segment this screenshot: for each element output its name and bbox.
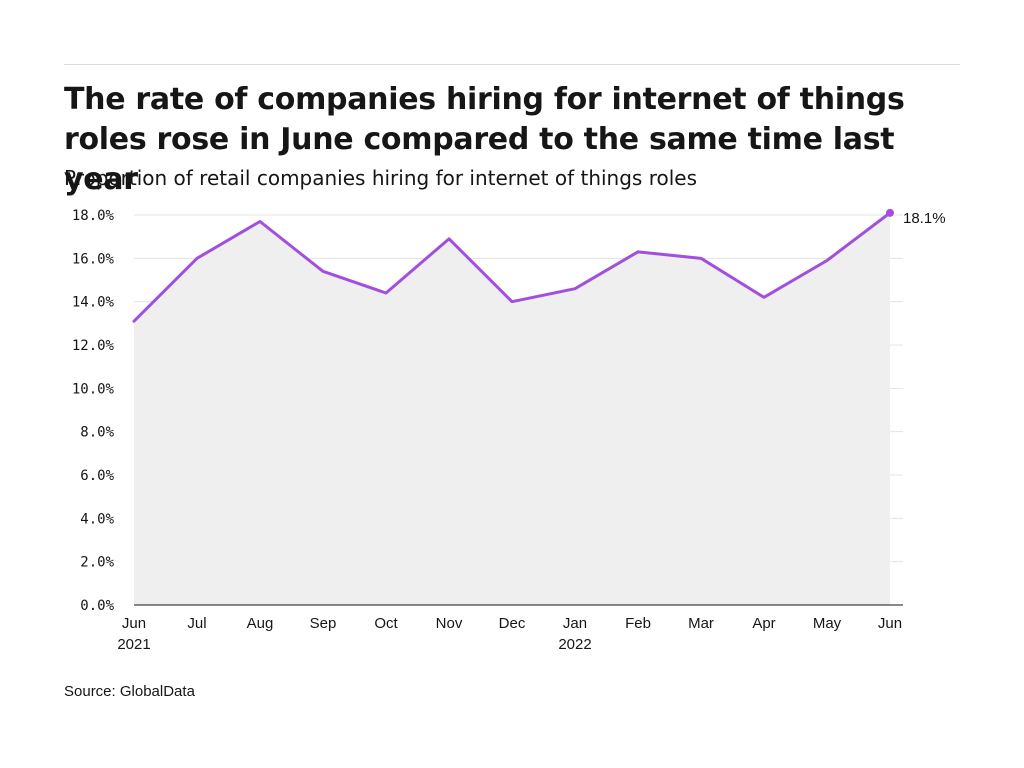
- x-tick-label: Apr: [752, 615, 775, 632]
- source-note: Source: GlobalData: [64, 683, 195, 700]
- x-tick-label: Sep: [310, 615, 337, 632]
- y-tick-label: 16.0%: [72, 251, 115, 267]
- x-tick-label: Jun: [878, 615, 902, 632]
- y-tick-label: 12.0%: [72, 338, 115, 354]
- x-tick-label: Dec: [499, 615, 526, 632]
- chart-subtitle: Proportion of retail companies hiring fo…: [64, 166, 698, 190]
- end-point-marker: [886, 208, 894, 217]
- top-divider: [64, 64, 960, 65]
- y-tick-label: 14.0%: [72, 295, 115, 311]
- x-tick-label: Nov: [436, 615, 463, 632]
- chart-title: The rate of companies hiring for interne…: [64, 82, 905, 197]
- y-tick-label: 6.0%: [80, 468, 114, 484]
- x-tick-label: May: [813, 615, 842, 632]
- x-axis-ticks: Jun 2021 Jul Aug Sep Oct Nov Dec Jan 2022 Feb Mar Ap…: [117, 615, 902, 653]
- x-tick-label: Jun: [122, 615, 146, 632]
- x-tick-year-label: 2021: [117, 636, 150, 653]
- x-tick-label: Aug: [247, 615, 274, 632]
- y-tick-label: 10.0%: [72, 381, 115, 397]
- y-tick-label: 2.0%: [80, 555, 114, 571]
- y-axis-ticks: 0.0% 2.0% 4.0% 6.0% 8.0% 10.0% 12.0% 14.0% 16.0%…: [72, 208, 115, 614]
- area-fill: [134, 212, 890, 606]
- x-tick-label: Oct: [374, 615, 398, 632]
- end-value-label: 18.1%: [903, 210, 946, 227]
- series-line: [132, 211, 892, 323]
- y-tick-label: 8.0%: [80, 425, 114, 441]
- line-chart: 0.0% 2.0% 4.0% 6.0% 8.0% 10.0% 12.0% 14.0% 16.0%…: [72, 208, 946, 653]
- y-tick-label: 0.0%: [80, 598, 114, 614]
- x-tick-year-label: 2022: [558, 636, 591, 653]
- x-tick-label: Jul: [187, 615, 206, 632]
- x-tick-label: Jan: [563, 615, 587, 632]
- x-tick-label: Feb: [625, 615, 651, 632]
- y-tick-label: 18.0%: [72, 208, 115, 224]
- x-tick-label: Mar: [688, 615, 714, 632]
- y-tick-label: 4.0%: [80, 511, 114, 527]
